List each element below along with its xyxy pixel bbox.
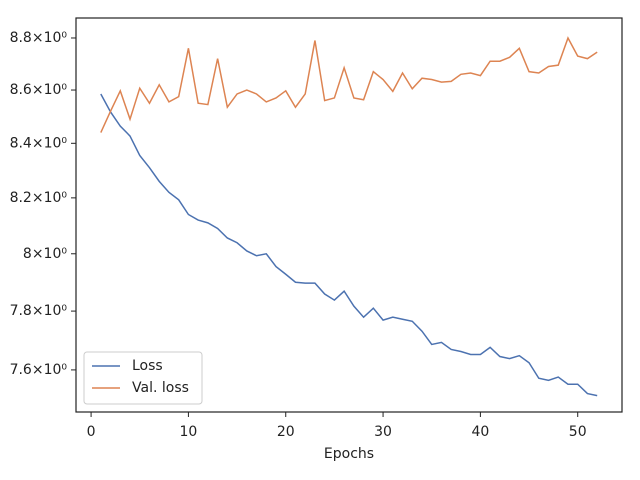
x-tick-label: 30	[374, 424, 392, 440]
y-tick-label: 8×10⁰	[23, 246, 67, 262]
y-tick-label: 8.6×10⁰	[10, 82, 68, 98]
legend-label: Val. loss	[132, 380, 189, 396]
y-tick-label: 8.2×10⁰	[10, 190, 68, 206]
x-tick-label: 50	[569, 424, 587, 440]
x-tick-label: 20	[277, 424, 295, 440]
y-tick-label: 7.8×10⁰	[10, 303, 68, 319]
x-tick-label: 10	[179, 424, 197, 440]
line	[100, 93, 598, 397]
plot-frame	[75, 17, 623, 413]
line	[100, 36, 598, 133]
y-tick-label: 7.6×10⁰	[10, 362, 68, 378]
legend-box	[83, 351, 203, 405]
y-tick-label: 8.4×10⁰	[10, 135, 68, 151]
x-axis-label: Epochs	[324, 446, 374, 462]
x-tick-label: 40	[471, 424, 489, 440]
y-tick-label: 8.8×10⁰	[10, 30, 68, 46]
x-tick-label: 0	[87, 424, 96, 440]
legend-label: Loss	[132, 358, 163, 374]
